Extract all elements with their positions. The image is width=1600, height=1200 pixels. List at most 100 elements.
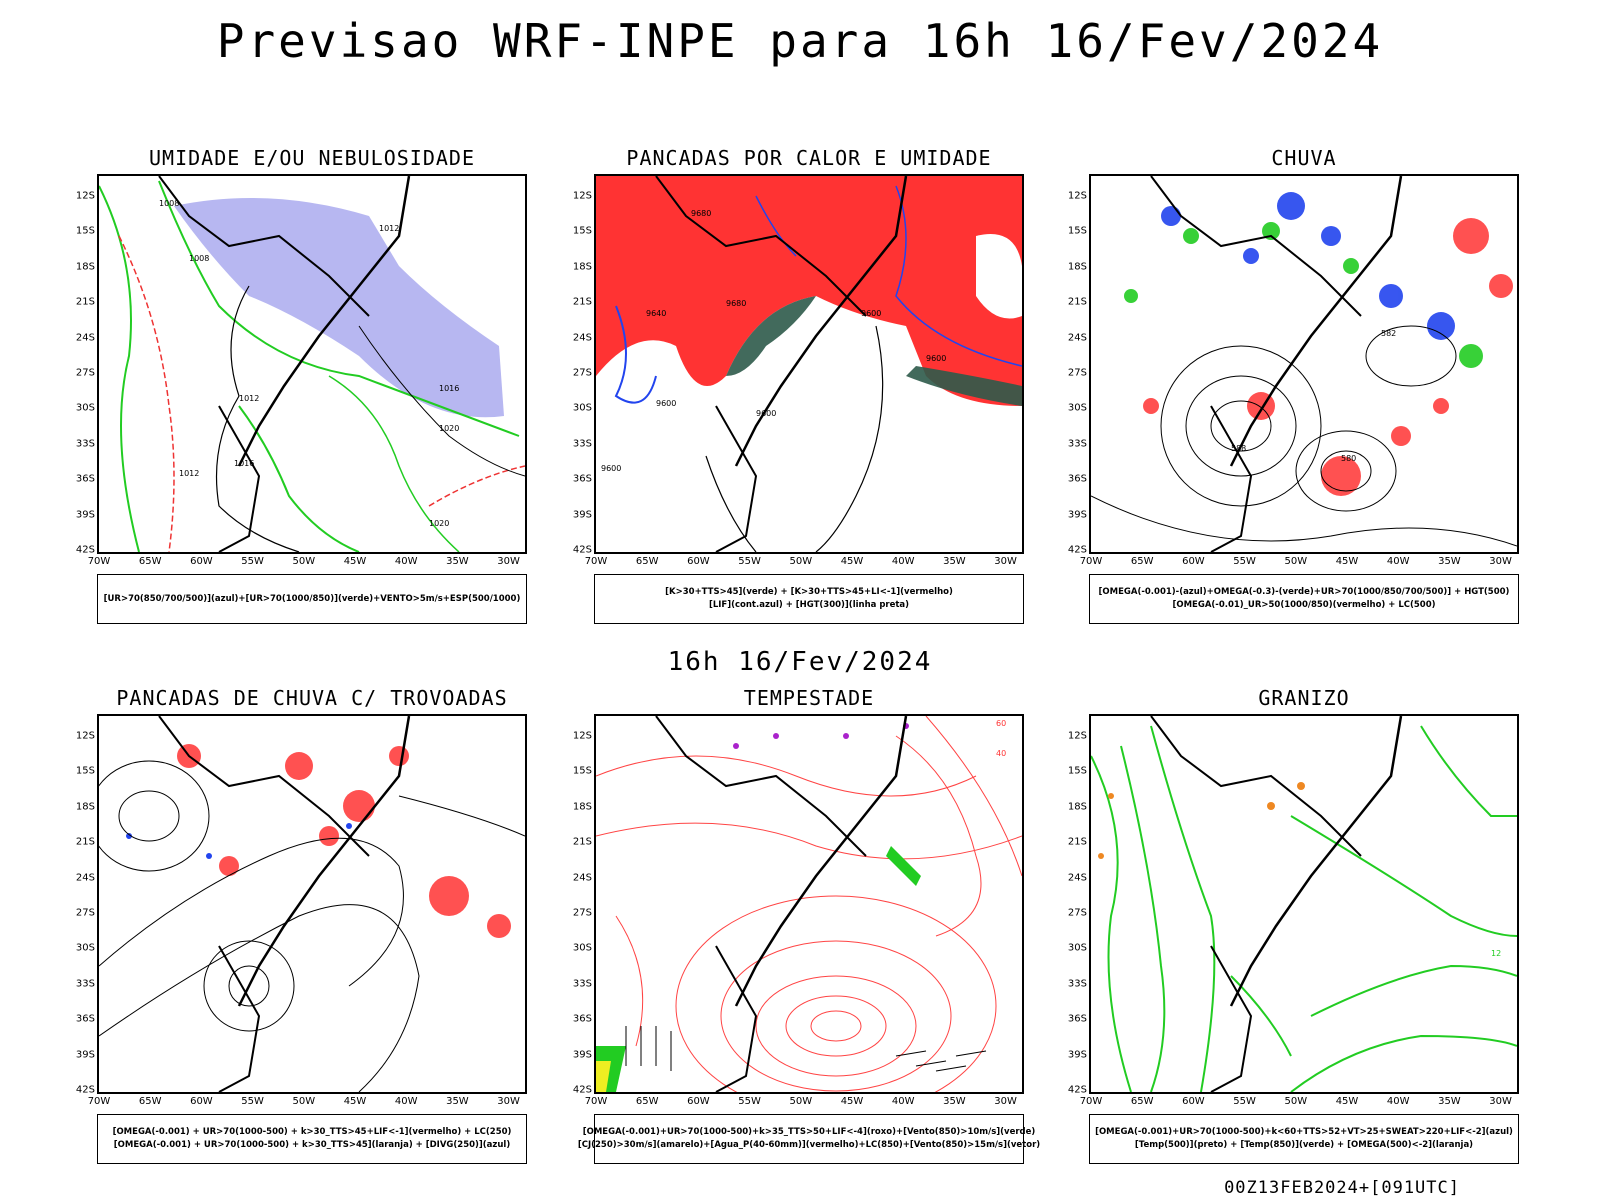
lon-tick-label: 30W xyxy=(1489,556,1512,567)
lon-tick-label: 40W xyxy=(1386,1096,1410,1107)
lat-tick-label: 15S xyxy=(1067,225,1087,237)
lat-tick-label: 33S xyxy=(1067,438,1087,450)
svg-text:580: 580 xyxy=(1341,454,1356,463)
lat-tick-label: 36S xyxy=(75,473,95,485)
lon-tick-label: 40W xyxy=(891,1096,915,1107)
lon-tick-label: 35W xyxy=(446,1096,469,1107)
lon-tick-label: 40W xyxy=(891,556,915,567)
lat-tick-label: 15S xyxy=(572,765,592,777)
lon-tick-label: 45W xyxy=(840,1096,864,1107)
svg-text:582: 582 xyxy=(1381,329,1396,338)
lon-tick-label: 40W xyxy=(394,556,418,567)
lon-tick-label: 60W xyxy=(190,1096,213,1107)
lon-tick-label: 50W xyxy=(1284,556,1308,567)
svg-text:1016: 1016 xyxy=(234,459,254,468)
lon-tick-label: 45W xyxy=(343,556,367,567)
panel-pancadas-calor: PANCADAS POR CALOR E UMIDADE 12S 15S 18S 21… xyxy=(573,146,1024,624)
lat-tick-label: 12S xyxy=(572,190,592,202)
legend-line: [K>30+TTS>45](verde) + [K>30+TTS>45+LI<-… xyxy=(665,587,953,597)
legend-pancadas-calor: [K>30+TTS>45](verde) + [K>30+TTS>45+LI<-… xyxy=(594,574,1024,624)
lon-tick-label: 55W xyxy=(1233,1096,1256,1107)
lon-axis: 70W 65W 60W 55W 50W 45W 40W 35W 30W xyxy=(585,556,1024,570)
lat-tick-label: 24S xyxy=(572,332,592,344)
map-chuva-svg: 582 588 580 xyxy=(1091,176,1517,552)
map-granizo[interactable]: 12 xyxy=(1089,714,1519,1094)
legend-line: [UR>70(850/700/500)](azul)+[UR>70(1000/8… xyxy=(103,593,521,604)
svg-text:588: 588 xyxy=(1231,444,1246,453)
lat-tick-label: 36S xyxy=(75,1013,95,1025)
map-pancadas-calor[interactable]: 9680 9680 9640 9600 9600 9600 9600 9600 xyxy=(594,174,1024,554)
lon-tick-label: 30W xyxy=(497,1096,520,1107)
map-tempestade-svg: 60 40 xyxy=(596,716,1022,1092)
panel-title: PANCADAS POR CALOR E UMIDADE xyxy=(626,146,992,170)
forecast-run-label: 00Z13FEB2024+[091UTC] xyxy=(1224,1178,1460,1198)
lon-tick-label: 60W xyxy=(1182,1096,1205,1107)
svg-text:1012: 1012 xyxy=(239,394,259,403)
lon-tick-label: 45W xyxy=(343,1096,367,1107)
map-chuva[interactable]: 582 588 580 xyxy=(1089,174,1519,554)
panel-chuva: CHUVA 12S 15S 18S 21S 24S 27S 30S 33S 36S 39S 42S xyxy=(1068,146,1519,624)
map-pancadas-calor-svg: 9680 9680 9640 9600 9600 9600 9600 9600 xyxy=(596,176,1022,552)
lat-tick-label: 33S xyxy=(1067,978,1087,990)
lon-axis: 70W 65W 60W 55W 50W 45W 40W 35W 30W xyxy=(585,1096,1024,1110)
lat-tick-label: 24S xyxy=(1067,332,1087,344)
map-umidade[interactable]: 1008 1008 1012 1012 1016 1020 1016 1012 1020 xyxy=(97,174,527,554)
lon-tick-label: 70W xyxy=(87,1096,111,1107)
lat-tick-label: 42S xyxy=(1067,1084,1087,1096)
lon-tick-label: 50W xyxy=(789,1096,813,1107)
panel-pancadas-trovoadas: PANCADAS DE CHUVA C/ TROVOADAS 12S 15S 18S… xyxy=(76,686,527,1164)
lat-tick-label: 42S xyxy=(75,1084,95,1096)
lon-tick-label: 45W xyxy=(1335,1096,1359,1107)
panel-title: GRANIZO xyxy=(1258,686,1350,710)
legend-line: [OMEGA(-0.001) + UR>70(1000-500) + k>30_… xyxy=(112,1127,512,1137)
lat-axis: 12S 15S 18S 21S 24S 27S 30S 33S 36S 39S 42S xyxy=(69,714,95,1096)
lat-tick-label: 36S xyxy=(572,473,592,485)
lat-tick-label: 18S xyxy=(75,261,95,273)
lon-tick-label: 30W xyxy=(994,556,1017,567)
lon-tick-label: 50W xyxy=(292,556,316,567)
legend-line: [Temp(500)](preto) + [Temp(850)](verde) … xyxy=(1134,1140,1474,1150)
lon-tick-label: 50W xyxy=(292,1096,316,1107)
svg-text:9680: 9680 xyxy=(726,299,746,308)
lat-tick-label: 27S xyxy=(1067,907,1087,919)
lat-tick-label: 12S xyxy=(75,190,95,202)
lat-tick-label: 18S xyxy=(572,261,592,273)
lon-tick-label: 70W xyxy=(1079,556,1103,567)
legend-umidade: [UR>70(850/700/500)](azul)+[UR>70(1000/8… xyxy=(97,574,527,624)
legend-line: [OMEGA(-0.01)_UR>50(1000/850)(vermelho) … xyxy=(1172,600,1436,610)
lon-tick-label: 30W xyxy=(1489,1096,1512,1107)
lat-tick-label: 21S xyxy=(572,296,592,308)
lat-tick-label: 27S xyxy=(75,367,95,379)
panel-umidade: UMIDADE E/OU NEBULOSIDADE 12S 15S 18S 21S 24… xyxy=(76,146,527,624)
svg-text:1008: 1008 xyxy=(189,254,209,263)
mid-date: 16h 16/Fev/2024 xyxy=(667,647,933,677)
panel-granizo: GRANIZO 12S 15S 18S 21S 24S 27S 30S 33S 36S 39S 42… xyxy=(1068,686,1519,1164)
svg-text:9600: 9600 xyxy=(926,354,946,363)
lat-tick-label: 27S xyxy=(75,907,95,919)
map-pancadas-trovoadas[interactable] xyxy=(97,714,527,1094)
lat-tick-label: 21S xyxy=(75,836,95,848)
lat-tick-label: 24S xyxy=(75,872,95,884)
map-pancadas-trovoadas-svg xyxy=(99,716,525,1092)
lat-tick-label: 18S xyxy=(1067,801,1087,813)
lat-tick-label: 18S xyxy=(1067,261,1087,273)
lon-axis: 70W 65W 60W 55W 50W 45W 40W 35W 30W xyxy=(88,1096,527,1110)
lat-tick-label: 39S xyxy=(75,1049,95,1061)
legend-pancadas-trovoadas: [OMEGA(-0.001) + UR>70(1000-500) + k>30_… xyxy=(97,1114,527,1164)
lon-tick-label: 65W xyxy=(635,556,659,567)
map-tempestade[interactable]: 60 40 xyxy=(594,714,1024,1094)
lon-tick-label: 35W xyxy=(446,556,469,567)
lat-tick-label: 15S xyxy=(572,225,592,237)
lon-tick-label: 70W xyxy=(584,556,608,567)
lat-tick-label: 12S xyxy=(572,730,592,742)
lat-axis: 12S 15S 18S 21S 24S 27S 30S 33S 36S 39S 42S xyxy=(566,174,592,556)
lon-tick-label: 60W xyxy=(190,556,213,567)
lon-tick-label: 65W xyxy=(138,1096,162,1107)
lat-tick-label: 12S xyxy=(1067,730,1087,742)
lat-tick-label: 36S xyxy=(572,1013,592,1025)
svg-text:1008: 1008 xyxy=(159,199,179,208)
lat-tick-label: 15S xyxy=(75,225,95,237)
lat-tick-label: 33S xyxy=(75,438,95,450)
panel-title: UMIDADE E/OU NEBULOSIDADE xyxy=(148,146,476,170)
lon-tick-label: 35W xyxy=(943,556,966,567)
